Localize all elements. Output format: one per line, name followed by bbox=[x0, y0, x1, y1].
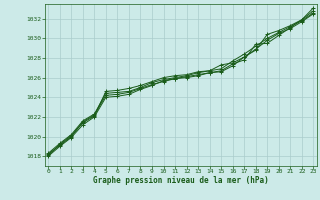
X-axis label: Graphe pression niveau de la mer (hPa): Graphe pression niveau de la mer (hPa) bbox=[93, 176, 269, 185]
